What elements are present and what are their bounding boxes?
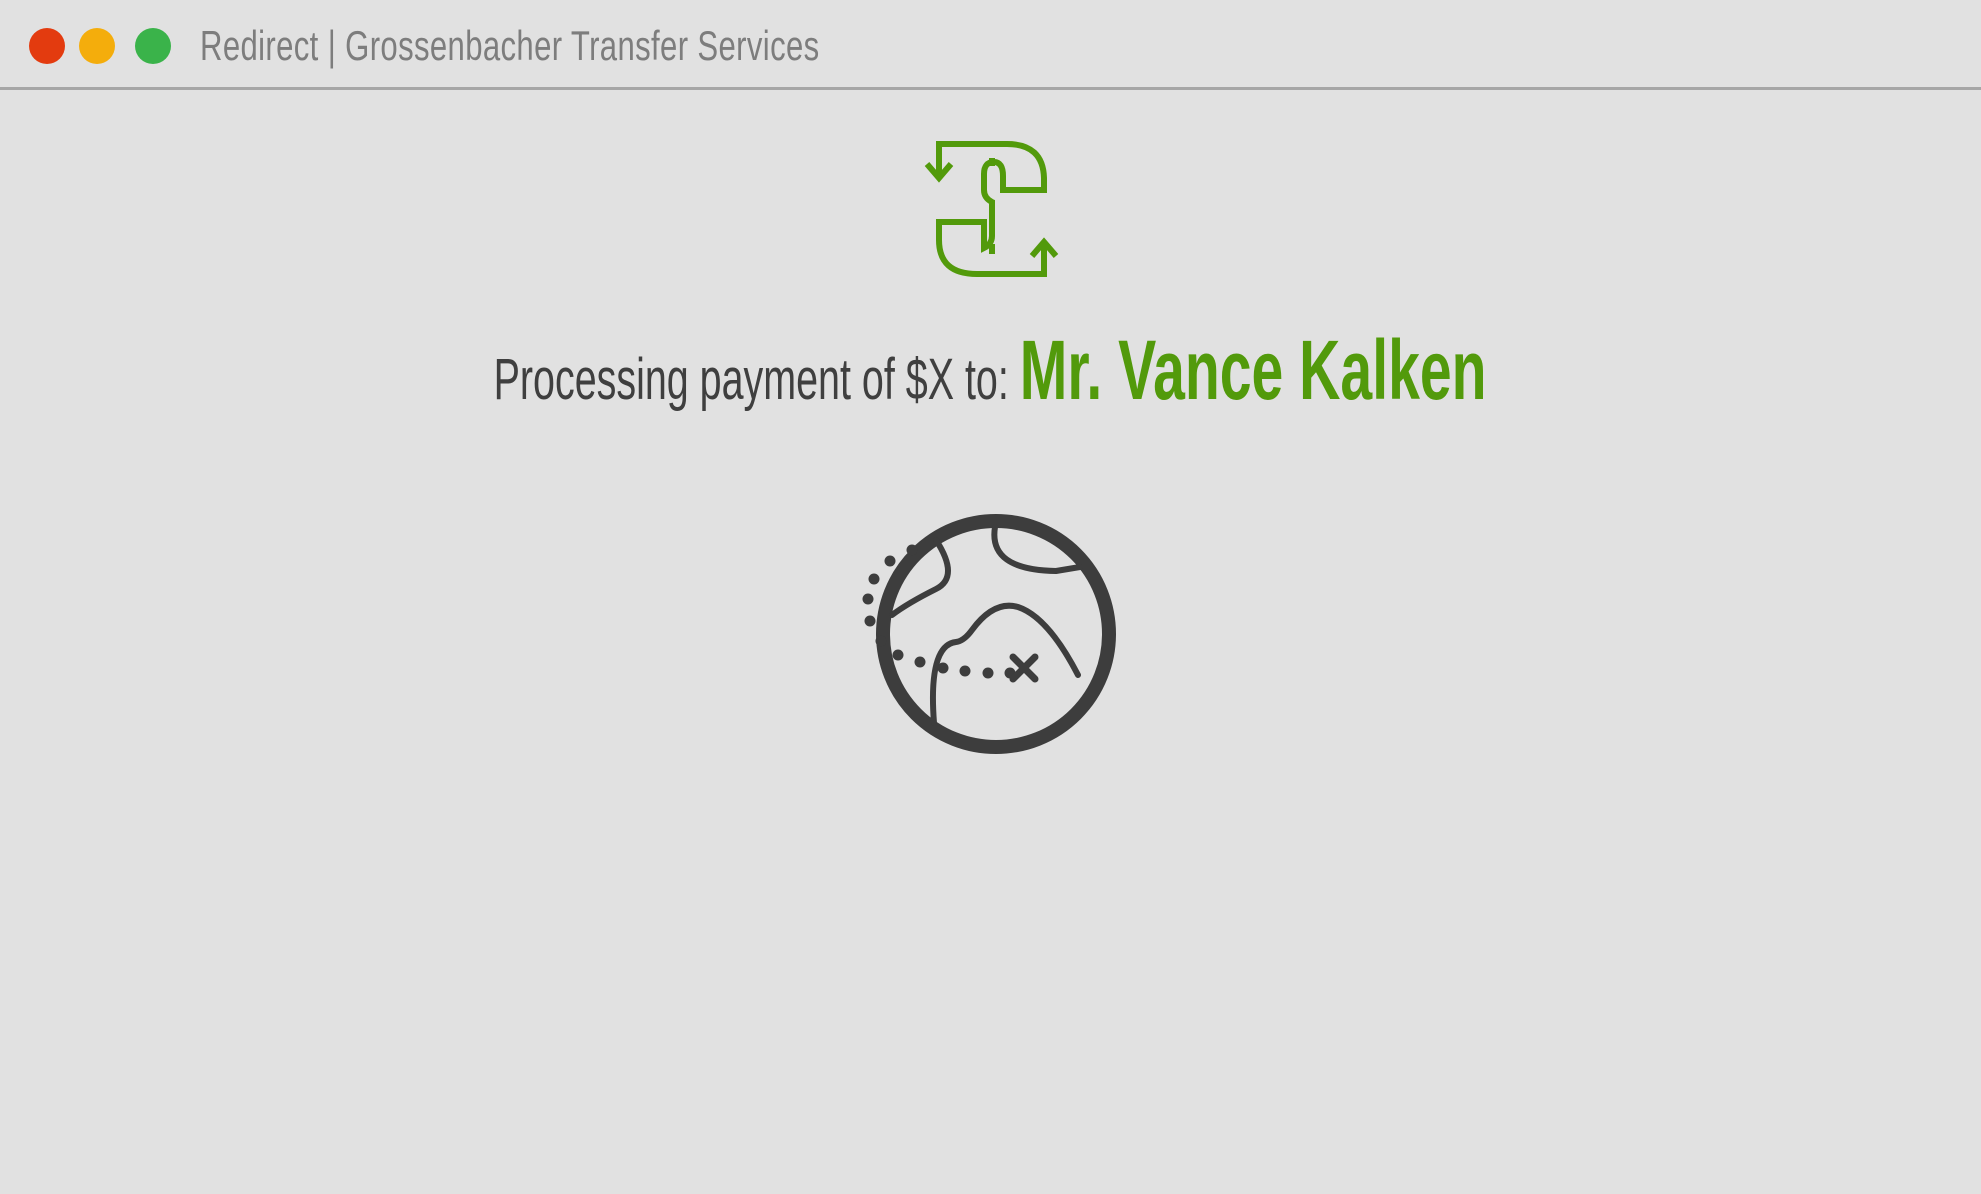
- money-transfer-icon: [924, 141, 1059, 277]
- maximize-window-button[interactable]: [135, 28, 171, 64]
- recipient-name: Mr. Vance Kalken: [1020, 323, 1487, 417]
- payment-status-text: Processing payment of $X to:: [494, 347, 1010, 412]
- window-title: Redirect | Grossenbacher Transfer Servic…: [200, 22, 820, 69]
- globe-route-icon: [862, 514, 1116, 754]
- minimize-window-button[interactable]: [79, 28, 115, 64]
- title-bar: Redirect | Grossenbacher Transfer Servic…: [0, 0, 1981, 90]
- close-window-button[interactable]: [29, 28, 65, 64]
- payment-headline: Processing payment of $X to: Mr. Vance K…: [0, 322, 1981, 432]
